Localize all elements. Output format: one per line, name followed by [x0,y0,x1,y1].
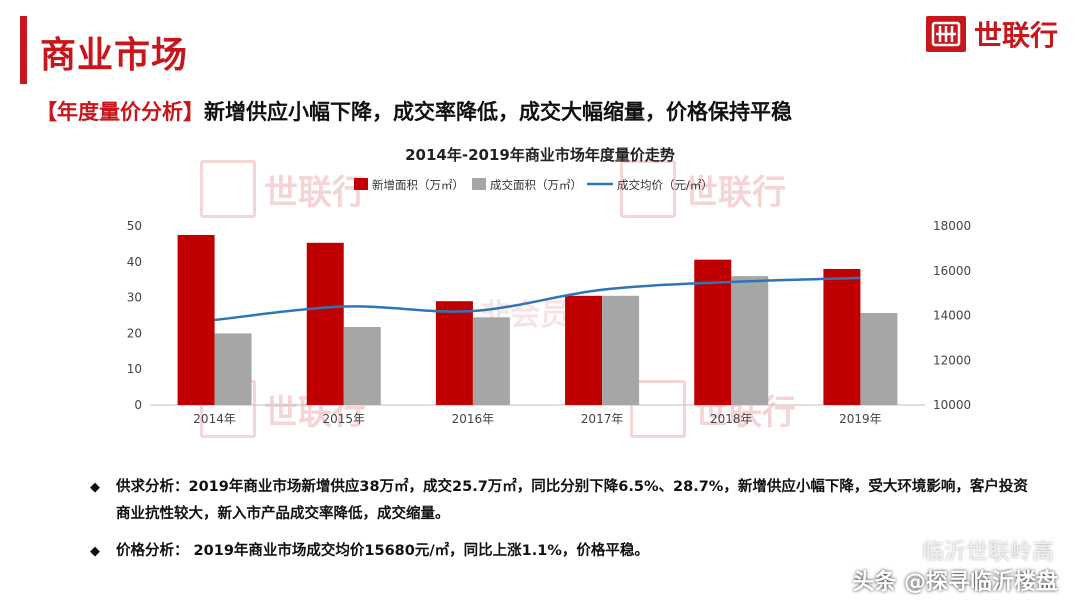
y-right-tick-label: 16000 [933,264,971,278]
page-subtitle: 【年度量价分析】新增供应小幅下降，成交率降低，成交大幅缩量，价格保持平稳 [36,96,792,126]
watermark-text: 世联行 [684,172,786,213]
watermark-mark-icon [630,380,686,438]
bullet-text: 供求分析：2019年商业市场新增供应38万㎡，成交25.7万㎡，同比分别下降6.… [116,479,1028,522]
y-left-tick-label: 40 [127,255,142,269]
y-left-tick-label: 20 [127,326,142,340]
price-line [214,276,861,322]
title-accent-bar [20,16,27,84]
bar-new-area [823,268,861,405]
logo-text: 世联行 [973,19,1058,52]
bar-deal-area [343,326,381,405]
bar-new-area [435,301,473,405]
subtitle-tag: 【年度量价分析】 [36,100,204,124]
bar-deal-area [731,276,769,405]
bar-deal-area [860,312,898,405]
y-left-tick-label: 50 [127,219,142,233]
watermark-mark-icon [620,160,676,218]
y-right-tick-label: 10000 [933,398,971,412]
subtitle-text: 新增供应小幅下降，成交率降低，成交大幅缩量，价格保持平稳 [204,100,792,124]
x-tick-label: 2015年 [322,412,365,426]
diamond-bullet-icon: ◆ [90,480,100,495]
footer-watermark-top: 临沂世联岭高 [921,540,1054,565]
legend-label: 新增面积（万㎡） [372,178,464,192]
bar-deal-area [472,317,510,405]
footer-watermark: 头条 @探寻临沂楼盘 [852,570,1058,595]
y-right-tick-label: 12000 [933,353,971,367]
x-tick-label: 2014年 [193,412,236,426]
y-right-tick-label: 14000 [933,309,971,323]
bar-new-area [306,242,344,405]
legend-label: 成交均价（元/㎡） [617,178,713,192]
y-left-tick-label: 0 [134,398,142,412]
bar-new-area [177,234,215,405]
y-right-tick-label: 18000 [933,219,971,233]
diamond-bullet-icon: ◆ [90,544,100,559]
brand-logo: 世联行 [925,14,1058,54]
brand-watermark: 世联行 [620,160,786,218]
legend-swatch [354,178,368,190]
bar-new-area [565,295,603,405]
chart-title: 2014年-2019年商业市场年度量价走势 [405,146,675,164]
bar-deal-area [214,333,252,405]
y-left-tick-label: 30 [127,291,142,305]
logo-mark-icon [925,16,966,52]
page-title: 商业市场 [40,35,189,76]
watermark-mark-icon [200,160,256,218]
bar-deal-area [602,295,640,405]
legend-swatch [472,178,486,190]
legend-label: 成交面积（万㎡） [490,178,582,192]
bullet-price: ◆ 价格分析： 2019年商业市场成交均价15680元/㎡，同比上涨1.1%，价… [90,538,1030,565]
bullet-text: 价格分析： 2019年商业市场成交均价15680元/㎡，同比上涨1.1%，价格平… [116,543,649,559]
watermark-text: 世联行 [264,172,366,213]
x-tick-label: 2018年 [710,412,753,426]
x-tick-label: 2017年 [581,412,624,426]
analysis-bullets: ◆ 供求分析：2019年商业市场新增供应38万㎡，成交25.7万㎡，同比分别下降… [90,474,1030,575]
bullet-supply-demand: ◆ 供求分析：2019年商业市场新增供应38万㎡，成交25.7万㎡，同比分别下降… [90,474,1030,528]
brand-watermark: 世联行 [200,160,366,218]
x-tick-label: 2019年 [839,412,882,426]
y-left-tick-label: 10 [127,362,142,376]
x-tick-label: 2016年 [452,412,495,426]
